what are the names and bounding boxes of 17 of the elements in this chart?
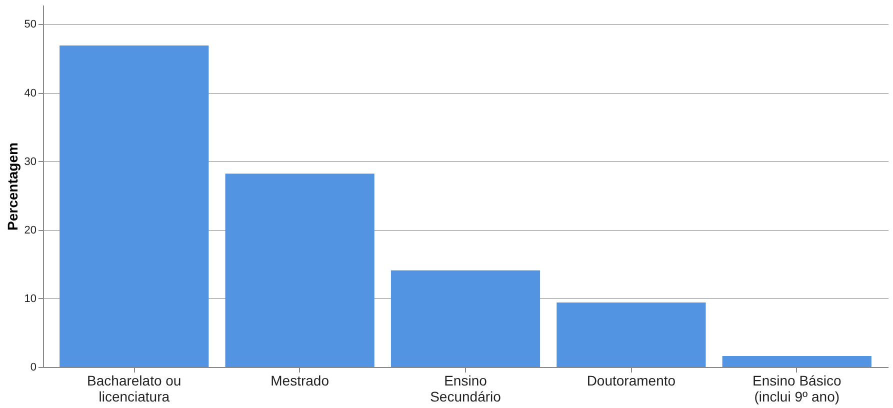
- x-tick-label: Bacharelato ou licenciatura: [87, 372, 182, 404]
- bar: [556, 302, 706, 367]
- x-tick-label: Ensino Básico (inclui 9º ano): [752, 372, 842, 404]
- bar: [722, 356, 872, 367]
- bar: [390, 270, 540, 367]
- y-tick-label: 30: [24, 156, 36, 168]
- y-tick-label: 50: [24, 18, 36, 31]
- x-tick-label: Ensino Secundário: [430, 372, 502, 404]
- y-tick-label: 40: [24, 87, 36, 100]
- x-tick-label: Doutoramento: [586, 372, 676, 388]
- y-tick-label: 10: [24, 292, 36, 305]
- y-axis-title: Percentagem: [4, 142, 20, 230]
- bar: [60, 45, 209, 367]
- y-tick-label: 0: [30, 362, 36, 374]
- bar: [225, 174, 374, 367]
- y-tick-label: 20: [24, 224, 36, 236]
- x-tick-label: Mestrado: [270, 372, 330, 388]
